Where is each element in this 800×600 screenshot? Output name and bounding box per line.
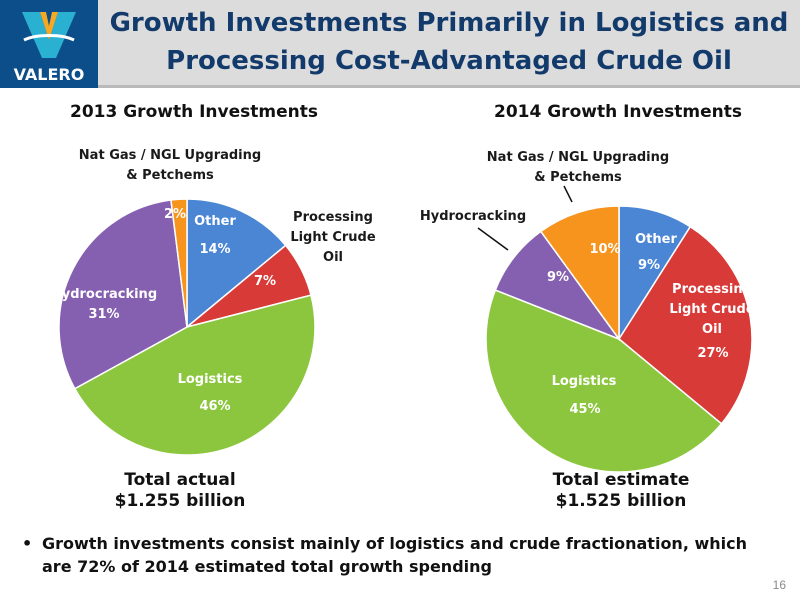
pct-2013-logistics: 46% — [199, 399, 231, 414]
pct-2014-natgas: 10% — [589, 242, 621, 257]
pie-2014-slice-processing-light-crude-oil — [618, 225, 753, 425]
label-2014-other: Other — [635, 232, 677, 247]
pct-2013-natgas: 2% — [163, 207, 187, 222]
total-2013: Total actual $1.255 billion — [114, 470, 246, 511]
pie-2013-slice-logistics — [73, 294, 316, 456]
label-2013-logistics: Logistics — [177, 372, 243, 387]
logo-text: VALERO — [14, 65, 85, 84]
pct-2014-hydrocracking: 9% — [546, 270, 570, 285]
chart-title-2014: 2014 Growth Investments — [494, 102, 742, 122]
label-2014-hydrocracking: Hydrocracking — [419, 209, 527, 224]
page-number: 16 — [772, 578, 786, 592]
label-2013-processing: Processing Light Crude Oil — [290, 210, 376, 265]
chart-title-2013: 2013 Growth Investments — [70, 102, 318, 122]
label-2013-natgas: Nat Gas / NGL Upgrading & Petchems — [78, 148, 262, 183]
leader-line-2014-hydrocracking — [477, 227, 509, 251]
total-2014: Total estimate $1.525 billion — [552, 470, 690, 511]
pie-2013-slice-other — [186, 198, 287, 329]
pct-2014-other: 9% — [637, 258, 661, 273]
label-2014-processing: Processing Light Crude Oil — [669, 282, 755, 337]
header-bar — [98, 0, 800, 88]
bullet-point: • Growth investments consist mainly of l… — [22, 532, 770, 578]
pie-2014-slice-logistics — [485, 289, 723, 473]
pie-2013-slice-hydrocracking — [58, 199, 188, 390]
label-2014-logistics: Logistics — [551, 374, 617, 389]
label-2013-other: Other — [194, 214, 236, 229]
pct-2014-logistics: 45% — [569, 402, 601, 417]
page-title: Growth Investments Primarily in Logistic… — [109, 8, 789, 76]
label-2013-hydrocracking: Hydrocracking — [50, 287, 158, 302]
leader-line-2014-natgas — [563, 185, 573, 203]
pct-2013-hydrocracking: 31% — [88, 307, 120, 322]
pct-2014-processing: 27% — [697, 346, 729, 361]
pie-2014-slice-nat-gas-ngl-upgrading-petchems — [539, 205, 620, 342]
logo-box: VALERO — [0, 0, 98, 88]
bullet-marker: • — [22, 534, 33, 553]
pct-2013-processing: 7% — [253, 274, 277, 289]
pct-2013-other: 14% — [199, 242, 231, 257]
bullet-text: Growth investments consist mainly of log… — [42, 534, 747, 576]
valero-logo: VALERO — [14, 12, 85, 84]
pie-2013-slice-nat-gas-ngl-upgrading-petchems — [170, 198, 188, 328]
label-2014-natgas: Nat Gas / NGL Upgrading & Petchems — [486, 150, 670, 185]
